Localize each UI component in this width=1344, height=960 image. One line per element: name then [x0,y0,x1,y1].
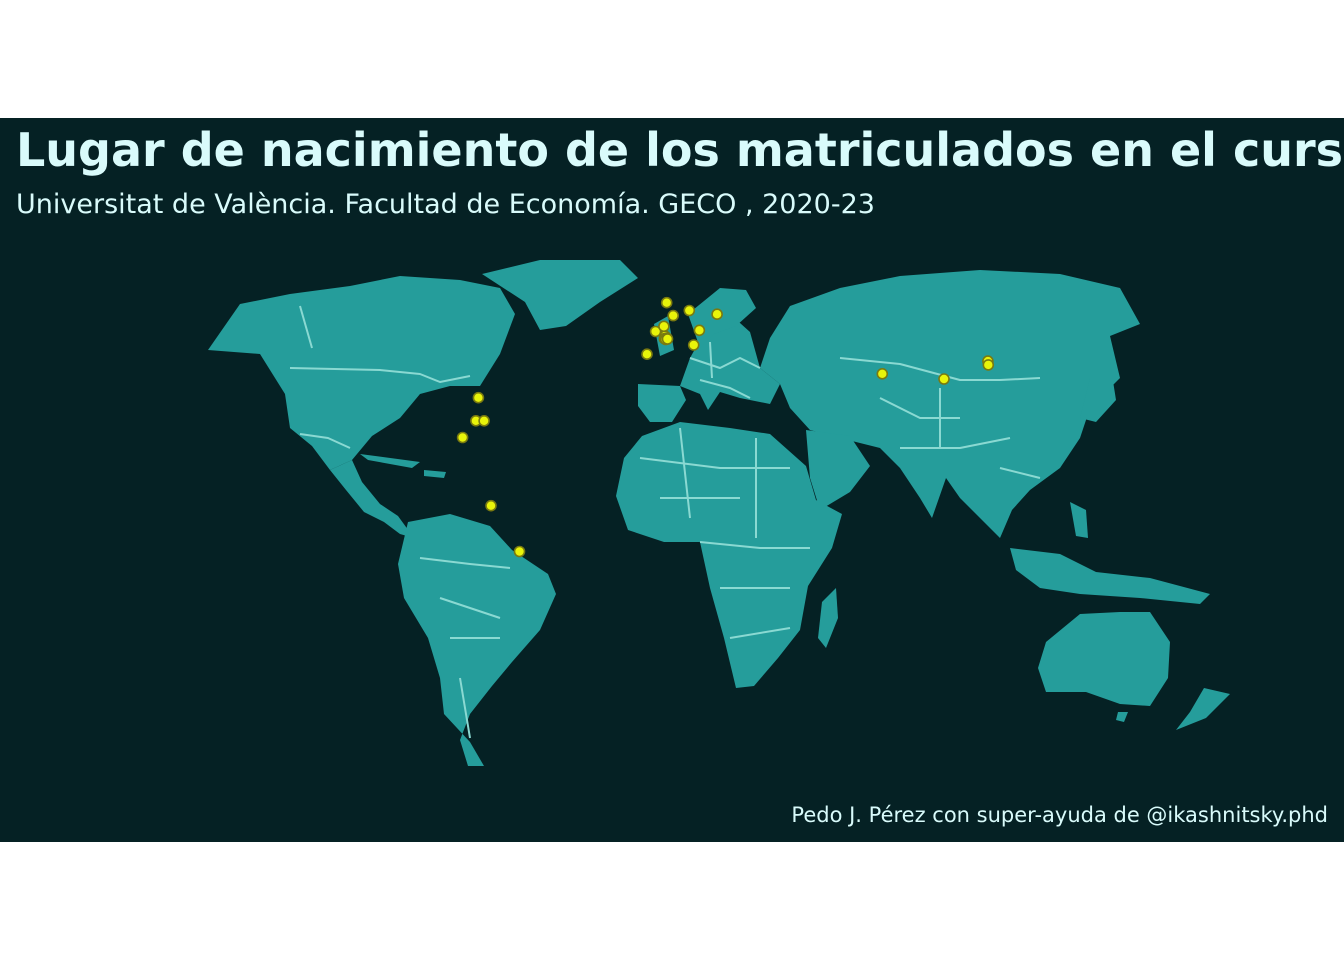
land-central-america [330,460,414,538]
birthplace-point [660,296,673,309]
land-australia [1038,612,1170,706]
birthplace-point [667,309,680,322]
birthplace-point [485,499,497,512]
border-south-america [419,557,511,739]
border-africa [639,427,810,639]
birthplace-point [982,359,995,371]
birthplace-point [693,324,706,337]
birthplace-points [456,296,995,558]
land-greenland [482,260,638,330]
land-iberia [638,384,686,422]
map-subtitle: Universitat de València. Facultad de Eco… [16,189,875,220]
border-asia [839,357,1041,479]
birthplace-point [687,339,700,351]
birthplace-point [661,333,674,345]
border-alaska [299,305,313,349]
birthplace-point [641,348,653,360]
land-philippines [1070,502,1088,538]
birthplace-point [456,431,469,444]
birthplace-point [876,368,889,380]
land-hispaniola [424,470,446,478]
map-panel: Lugar de nacimiento de los matriculados … [0,118,1344,842]
birthplace-point [649,325,662,338]
birthplace-point [478,414,490,427]
birthplace-point [938,373,950,385]
birthplace-point [711,308,723,320]
map-title: Lugar de nacimiento de los matriculados … [16,123,1344,177]
land-scandinavia [688,288,756,348]
land-arabia [806,430,870,510]
land-japan [1080,362,1116,422]
birthplace-point [513,545,526,558]
land-madagascar [818,588,838,648]
world-map: Lugar de nacimiento de los matriculados … [16,123,1344,827]
land-cuba [360,454,420,468]
birthplace-point [658,320,670,333]
land-asia [760,270,1140,538]
land-masses [208,260,1230,766]
land-north-america [208,276,515,470]
land-africa [616,422,842,688]
land-new-zealand [1176,688,1230,730]
border-us-mexico [299,433,351,449]
land-south-america [398,514,556,766]
border-europe [689,341,761,399]
border-us-canada [289,367,471,383]
map-caption: Pedo J. Pérez con super-ayuda de @ikashn… [791,803,1328,827]
birthplace-point [472,391,485,404]
land-tasmania [1116,712,1128,722]
land-indonesia [1010,548,1210,604]
birthplace-point [683,304,696,317]
country-borders [289,305,1041,739]
